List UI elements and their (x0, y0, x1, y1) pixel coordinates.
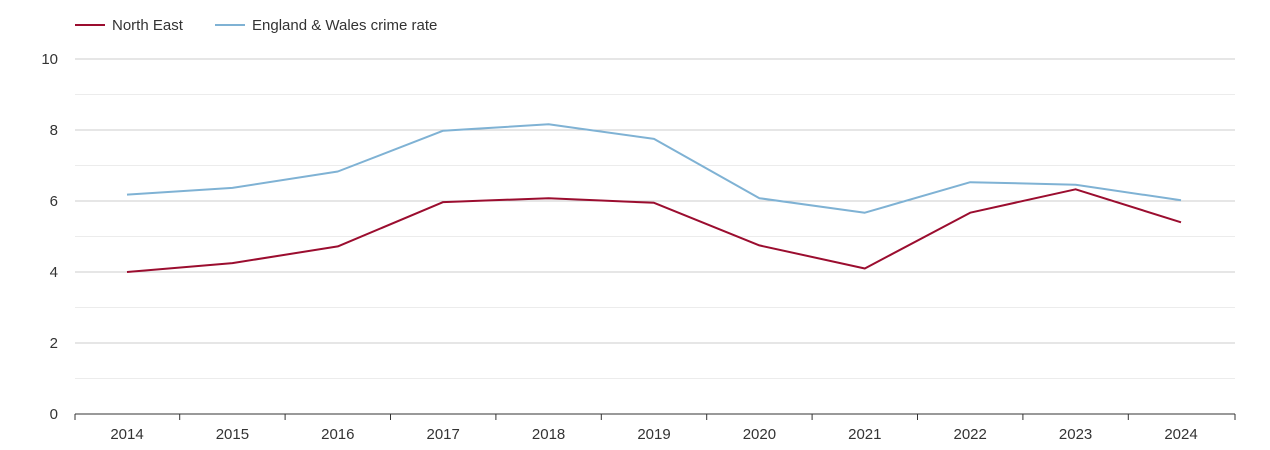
point-north-east-2015[interactable] (230, 261, 235, 266)
point-england-wales-2023[interactable] (1073, 182, 1078, 187)
point-england-wales-2015[interactable] (230, 185, 235, 190)
x-tick-label: 2016 (321, 426, 354, 443)
point-england-wales-2017[interactable] (441, 128, 446, 133)
point-north-east-2018[interactable] (546, 196, 551, 201)
point-north-east-2022[interactable] (968, 210, 973, 215)
legend-item-england-wales[interactable]: England & Wales crime rate (215, 17, 437, 34)
legend-label-north-east: North East (112, 17, 184, 34)
point-north-east-2014[interactable] (125, 270, 130, 275)
x-tick-label: 2024 (1164, 426, 1197, 443)
x-tick-label: 2022 (954, 426, 987, 443)
y-tick-label: 0 (50, 406, 58, 423)
point-england-wales-2024[interactable] (1179, 198, 1184, 203)
legend-item-north-east[interactable]: North East (75, 17, 184, 34)
x-tick-label: 2015 (216, 426, 249, 443)
point-north-east-2016[interactable] (335, 244, 340, 249)
y-tick-label: 6 (50, 193, 58, 210)
point-england-wales-2016[interactable] (335, 169, 340, 174)
point-north-east-2017[interactable] (441, 200, 446, 205)
point-england-wales-2020[interactable] (757, 196, 762, 201)
series-lines (125, 122, 1184, 275)
point-north-east-2019[interactable] (652, 200, 657, 205)
x-tick-label: 2023 (1059, 426, 1092, 443)
y-tick-label: 8 (50, 122, 58, 139)
x-tick-label: 2020 (743, 426, 776, 443)
x-axis: 2014 2015 2016 2017 2018 2019 2020 2021 2022 2023… (74, 413, 1236, 443)
legend-label-england-wales: England & Wales crime rate (252, 17, 437, 34)
legend: North East England & Wales crime rate (75, 17, 437, 34)
y-tick-label: 2 (50, 335, 58, 352)
y-tick-label: 10 (41, 51, 58, 68)
point-north-east-2024[interactable] (1179, 220, 1184, 225)
x-tick-label: 2018 (532, 426, 565, 443)
series-line-north-east[interactable] (126, 188, 1182, 273)
point-england-wales-2014[interactable] (125, 192, 130, 197)
y-tick-label: 4 (50, 264, 58, 281)
x-tick-label: 2017 (427, 426, 460, 443)
x-tick-label: 2019 (637, 426, 670, 443)
x-tick-label: 2021 (848, 426, 881, 443)
y-axis: 0 2 4 6 8 10 (41, 51, 58, 423)
point-north-east-2021[interactable] (862, 266, 867, 271)
point-north-east-2023[interactable] (1073, 187, 1078, 192)
x-tick-label: 2014 (110, 426, 143, 443)
point-england-wales-2019[interactable] (652, 136, 657, 141)
point-england-wales-2021[interactable] (862, 210, 867, 215)
point-north-east-2020[interactable] (757, 243, 762, 248)
point-england-wales-2022[interactable] (968, 180, 973, 185)
point-england-wales-2018[interactable] (546, 122, 551, 127)
gridlines (75, 58, 1235, 379)
series-line-england-wales[interactable] (126, 123, 1182, 214)
